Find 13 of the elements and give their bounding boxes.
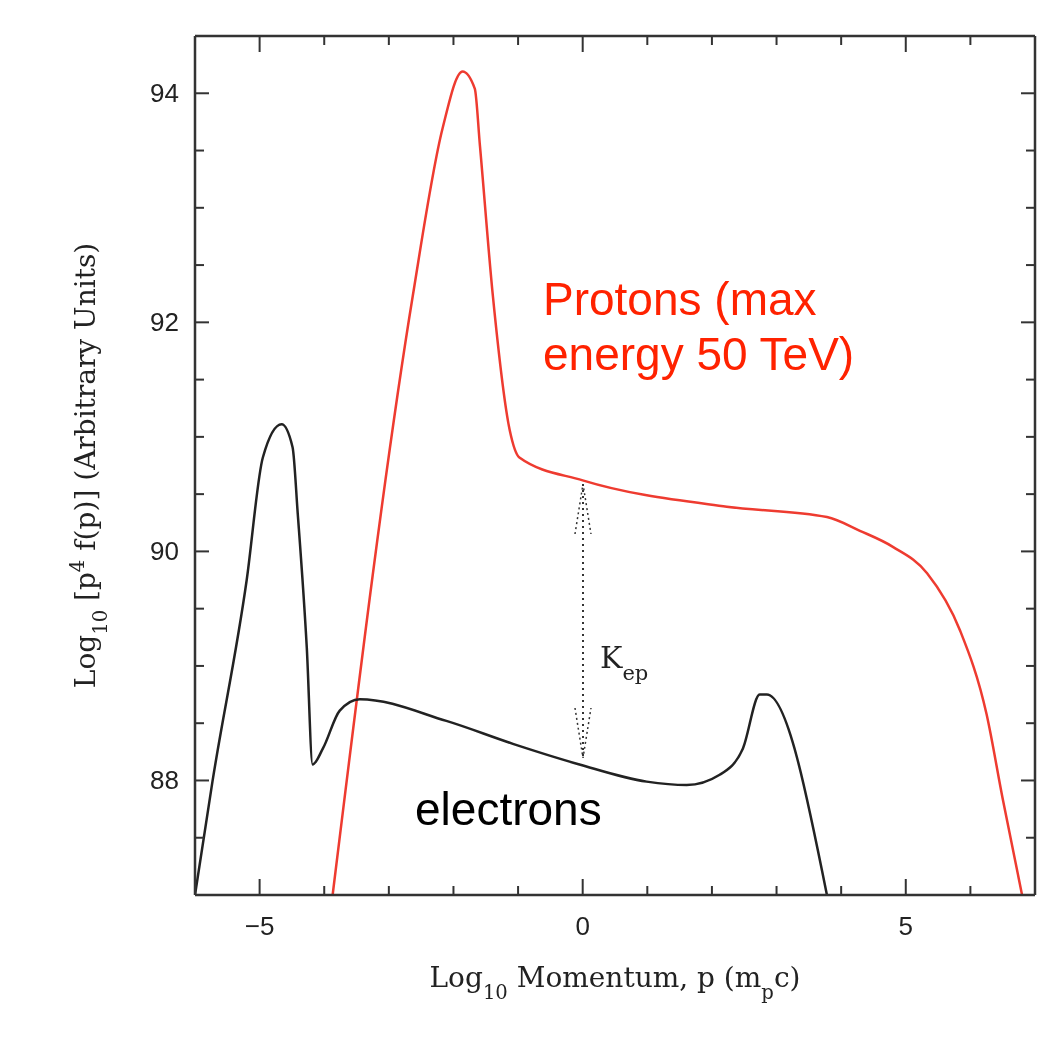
y-tick-label: 88	[150, 765, 179, 796]
line-series	[195, 423, 829, 895]
x-tick-label: 0	[575, 911, 590, 941]
y-tick-label: 90	[150, 536, 179, 567]
x-tick-label: −5	[244, 911, 275, 941]
x-tick-label: 5	[898, 911, 913, 941]
line-series	[331, 70, 1024, 895]
x-axis-title: Log$_{10}$ Momentum, p (m$_{p}$c)	[429, 961, 801, 1004]
annotation: K$_{ep}$	[600, 640, 649, 685]
y-tick-label: 92	[150, 307, 179, 338]
y-tick-label: 94	[150, 78, 179, 109]
series-label: electrons	[415, 782, 603, 837]
series-label: Protons (max energy 50 TeV)	[543, 272, 856, 383]
